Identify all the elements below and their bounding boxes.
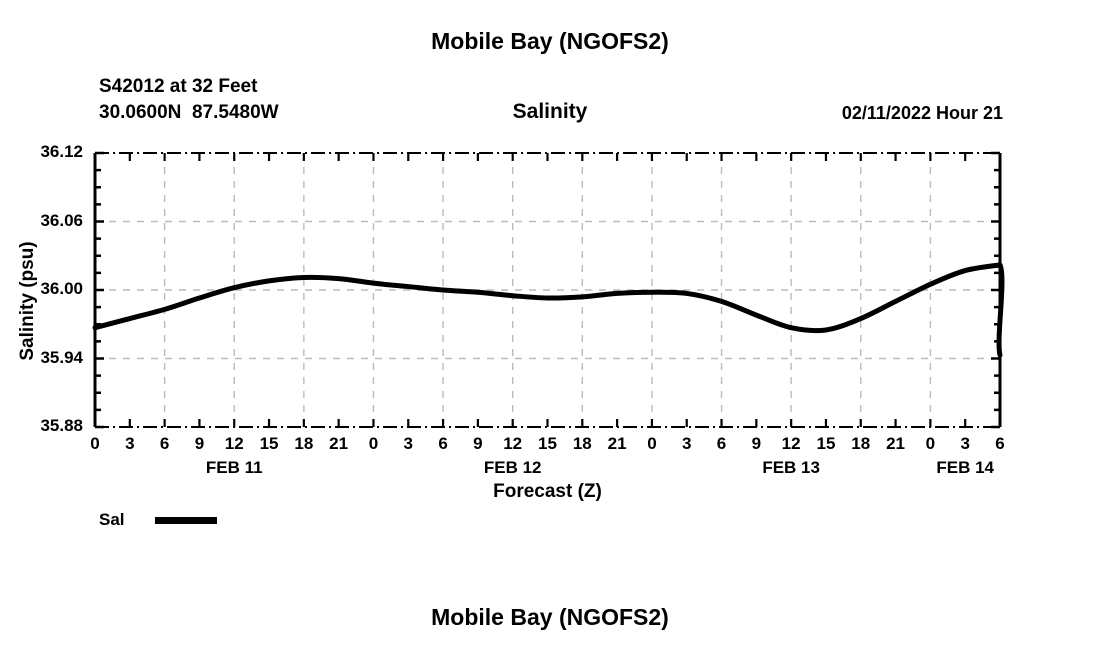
x-axis-tick-label: 6: [159, 434, 170, 453]
x-axis-tick-label: 18: [851, 434, 871, 453]
x-axis-day-label: FEB 14: [936, 458, 994, 477]
x-axis-tick-label: 21: [329, 434, 349, 453]
x-axis-tick-label: 21: [607, 434, 627, 453]
x-axis-day-label: FEB 11: [205, 458, 263, 477]
x-axis-tick-label: 9: [194, 434, 205, 453]
x-axis-tick-label: 3: [403, 434, 413, 453]
x-axis-tick-label: 6: [995, 434, 1005, 453]
x-axis-tick-label: 3: [960, 434, 970, 453]
y-axis-tick-label: 36.06: [40, 210, 83, 230]
x-axis-tick-label: 12: [781, 434, 801, 453]
x-axis-title: Forecast (Z): [493, 481, 602, 502]
x-axis-day-label: FEB 13: [762, 458, 820, 477]
coordinates-label: 30.0600N 87.5480W: [99, 102, 279, 123]
x-axis-tick-label: 12: [503, 434, 523, 453]
x-axis-tick-label: 0: [368, 434, 379, 453]
x-axis-tick-label: 6: [438, 434, 448, 453]
x-axis-day-label: FEB 12: [483, 458, 542, 477]
page-title: Mobile Bay (NGOFS2): [431, 28, 669, 54]
x-axis-tick-label: 0: [647, 434, 657, 453]
series-line-sal: [92, 262, 1005, 358]
axis-ticks: [93, 151, 1002, 429]
station-label: S42012 at 32 Feet: [99, 76, 258, 97]
x-axis-tick-label: 15: [538, 434, 557, 453]
model-run-time: 02/11/2022 Hour 21: [841, 103, 1003, 123]
x-axis-tick-label: 21: [886, 434, 906, 453]
x-axis-tick-label: 9: [751, 434, 762, 453]
x-axis-tick-label: 15: [816, 434, 836, 453]
x-axis-tick-label: 18: [294, 434, 314, 453]
x-axis-tick-label: 12: [224, 434, 244, 453]
x-axis-tick-label: 6: [716, 434, 727, 453]
y-axis-tick-label: 35.94: [40, 347, 83, 367]
x-axis-tick-label: 0: [90, 434, 100, 453]
chart-subtitle: Salinity: [512, 100, 588, 123]
x-axis-tick-label: 9: [473, 434, 483, 453]
grid-lines: [95, 153, 1000, 427]
x-axis-tick-label: 0: [925, 434, 936, 453]
y-axis-tick-label: 36.12: [40, 142, 83, 161]
legend: Sal: [99, 508, 217, 532]
x-axis-tick-label: 3: [125, 434, 135, 453]
bottom-title: Mobile Bay (NGOFS2): [431, 604, 669, 630]
x-axis-tick-label: 3: [681, 434, 692, 453]
y-axis-tick-label: 36.00: [40, 279, 83, 298]
legend-label-sal: Sal: [99, 510, 125, 529]
y-axis-tick-label: 35.88: [40, 416, 83, 435]
x-axis-tick-label: 18: [572, 434, 592, 453]
y-axis-title: Salinity (psu): [17, 241, 38, 361]
legend-swatch-sal: [155, 516, 217, 524]
x-axis-tick-label: 15: [259, 434, 279, 453]
